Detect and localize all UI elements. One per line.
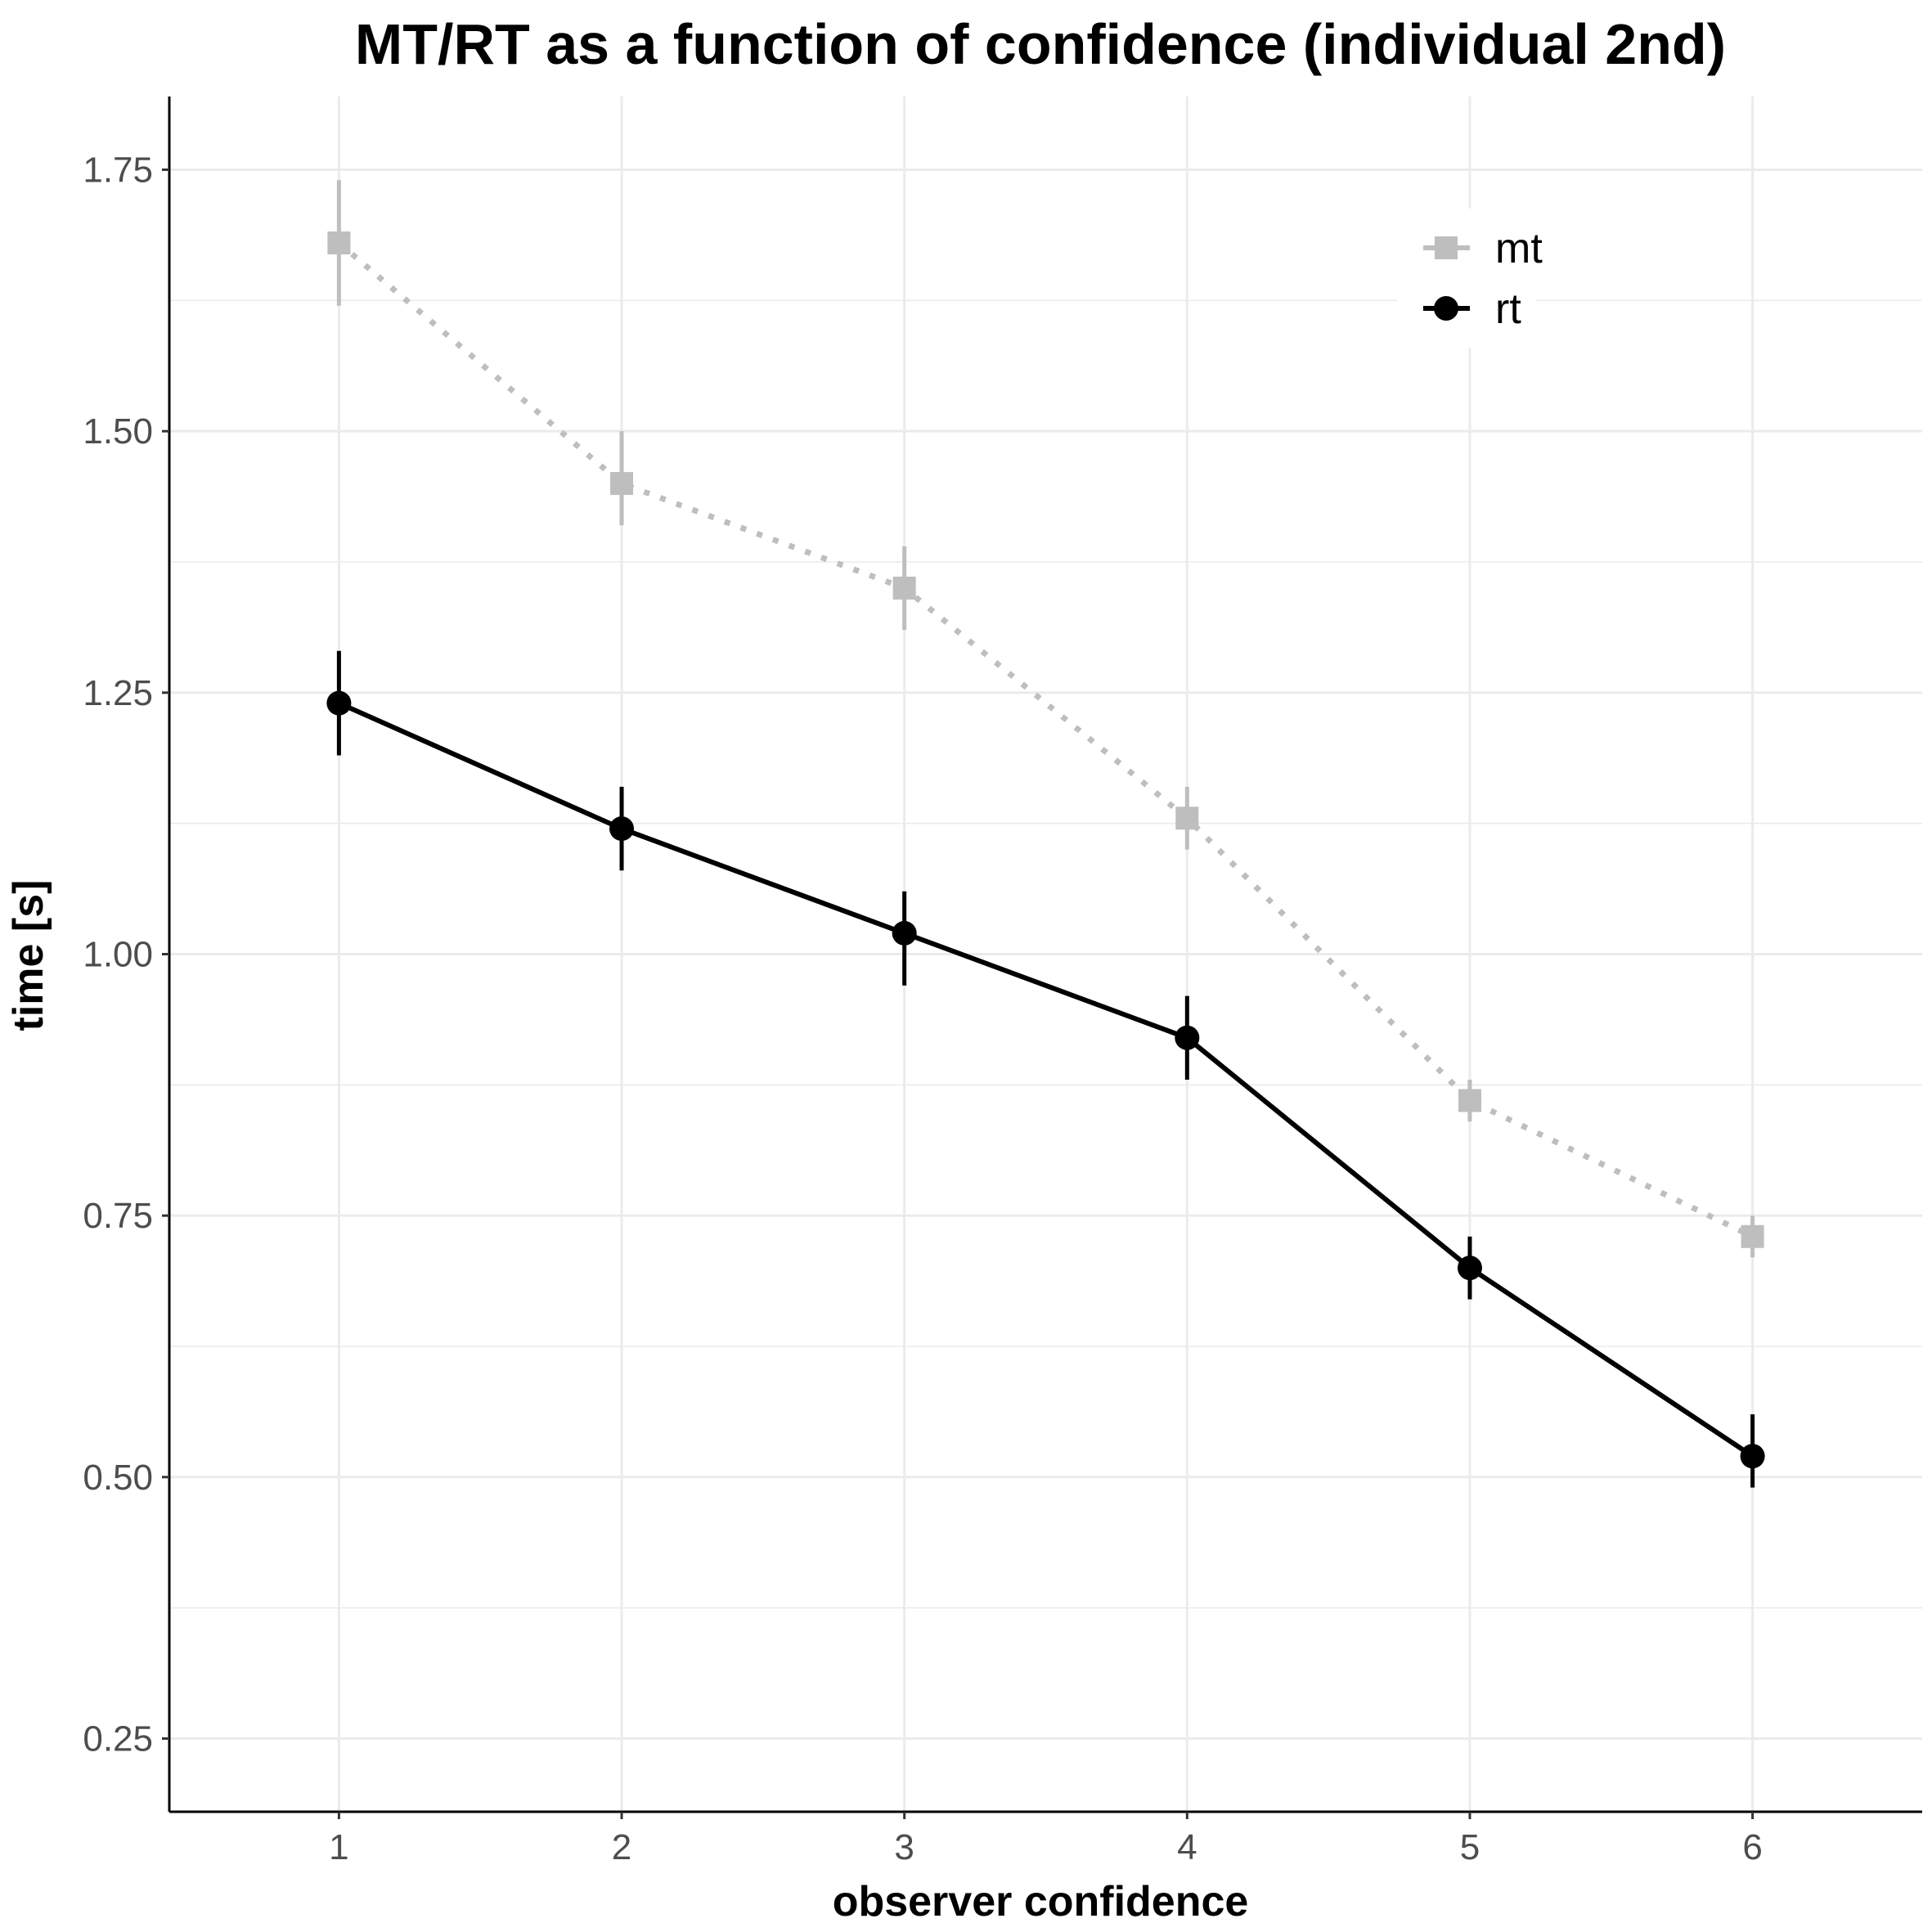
series-line-rt [338, 700, 1755, 1458]
series-mt [327, 180, 1764, 1258]
data-point-mt [327, 231, 351, 255]
series-rt [326, 650, 1765, 1488]
x-tick-label: 3 [894, 1827, 914, 1867]
data-point-rt [609, 816, 635, 842]
data-point-rt [892, 920, 917, 946]
grid [169, 97, 1922, 1812]
legend-label-rt: rt [1495, 285, 1521, 333]
y-tick-label: 1.00 [83, 935, 153, 975]
data-point-mt [1458, 1089, 1481, 1112]
legend-background [1397, 209, 1536, 348]
x-axis-title: observer confidence [833, 1878, 1249, 1925]
x-tick-label: 4 [1177, 1827, 1197, 1867]
legend-label-mt: mt [1495, 225, 1543, 272]
x-tick-label: 1 [329, 1827, 348, 1867]
data-point-mt [1175, 806, 1199, 830]
x-tick-label: 2 [612, 1827, 631, 1867]
y-tick-label: 1.75 [83, 151, 153, 191]
data-point-rt [1740, 1444, 1765, 1469]
data-point-rt [1457, 1256, 1482, 1281]
data-point-rt [1175, 1025, 1200, 1050]
legend-key-marker-rt [1434, 296, 1458, 321]
data-point-mt [610, 472, 634, 496]
legend-item-mt: mt [1423, 225, 1543, 272]
legend: mt rt [1397, 209, 1543, 348]
y-tick-label: 0.75 [83, 1196, 153, 1236]
data-point-rt [326, 690, 352, 716]
data-point-mt [1741, 1224, 1764, 1248]
legend-item-rt: rt [1423, 285, 1521, 333]
legend-key-marker-mt [1435, 236, 1458, 259]
chart-title: MT/RT as a function of confidence (indiv… [355, 12, 1726, 76]
x-tick-label: 5 [1460, 1827, 1480, 1867]
y-tick-label: 0.50 [83, 1458, 153, 1498]
series-line-mt [337, 240, 1755, 1239]
y-tick-label: 1.25 [83, 673, 153, 713]
series-layer [326, 180, 1765, 1488]
axes: 0.25 0.50 0.75 1.00 1.25 1.50 1.75 1 2 3 4 5 6 [83, 97, 1922, 1867]
y-tick-label: 0.25 [83, 1719, 153, 1759]
y-axis-title: time [s] [5, 880, 52, 1031]
y-tick-label: 1.50 [83, 411, 153, 452]
x-tick-label: 6 [1742, 1827, 1762, 1867]
data-point-mt [892, 576, 916, 600]
